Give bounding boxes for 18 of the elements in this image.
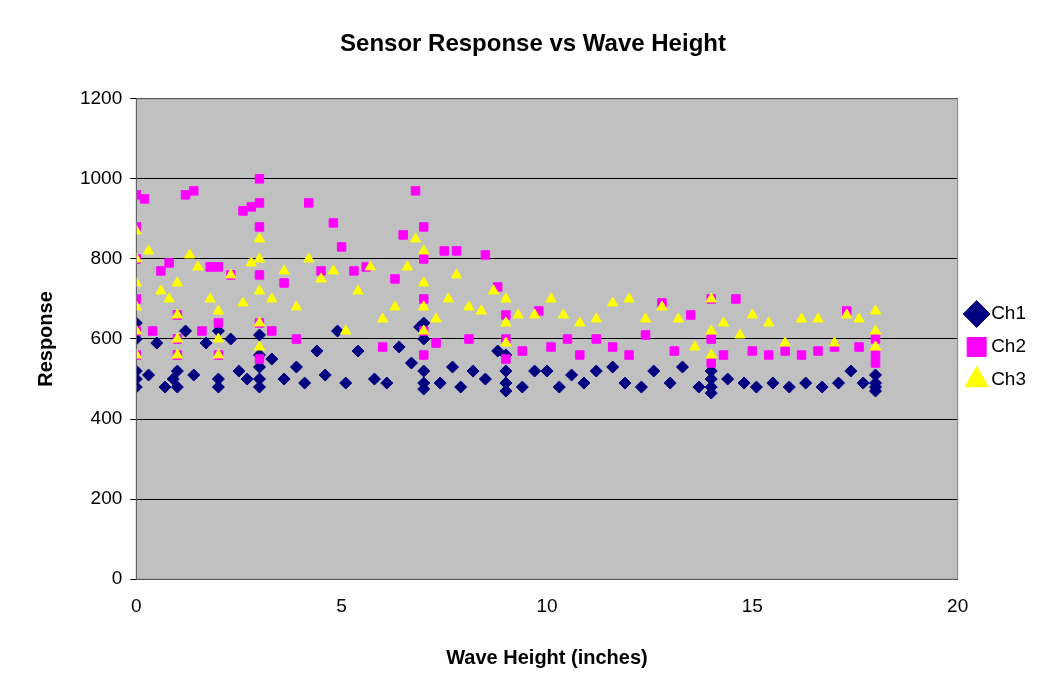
- y-tick-label: 1200: [79, 87, 123, 109]
- legend-label: Ch1: [991, 302, 1026, 324]
- x-tick-label: 5: [336, 594, 347, 616]
- chart-title: Sensor Response vs Wave Height: [340, 29, 726, 57]
- y-tick-label: 0: [111, 567, 123, 589]
- y-axis-title: Response: [33, 291, 56, 387]
- x-axis-title: Wave Height (inches): [446, 645, 648, 668]
- y-tick-label: 1000: [79, 167, 123, 189]
- x-tick-label: 20: [947, 594, 969, 616]
- y-tick-label: 600: [90, 327, 123, 349]
- x-tick-label: 15: [741, 594, 763, 616]
- x-tick-label: 0: [130, 594, 142, 616]
- x-tick-label: 10: [536, 594, 558, 616]
- y-tick-label: 200: [90, 487, 123, 509]
- legend-label: Ch2: [991, 335, 1026, 357]
- y-tick-label: 400: [90, 407, 123, 429]
- legend-label: Ch3: [991, 368, 1026, 390]
- y-tick-label: 800: [90, 247, 123, 269]
